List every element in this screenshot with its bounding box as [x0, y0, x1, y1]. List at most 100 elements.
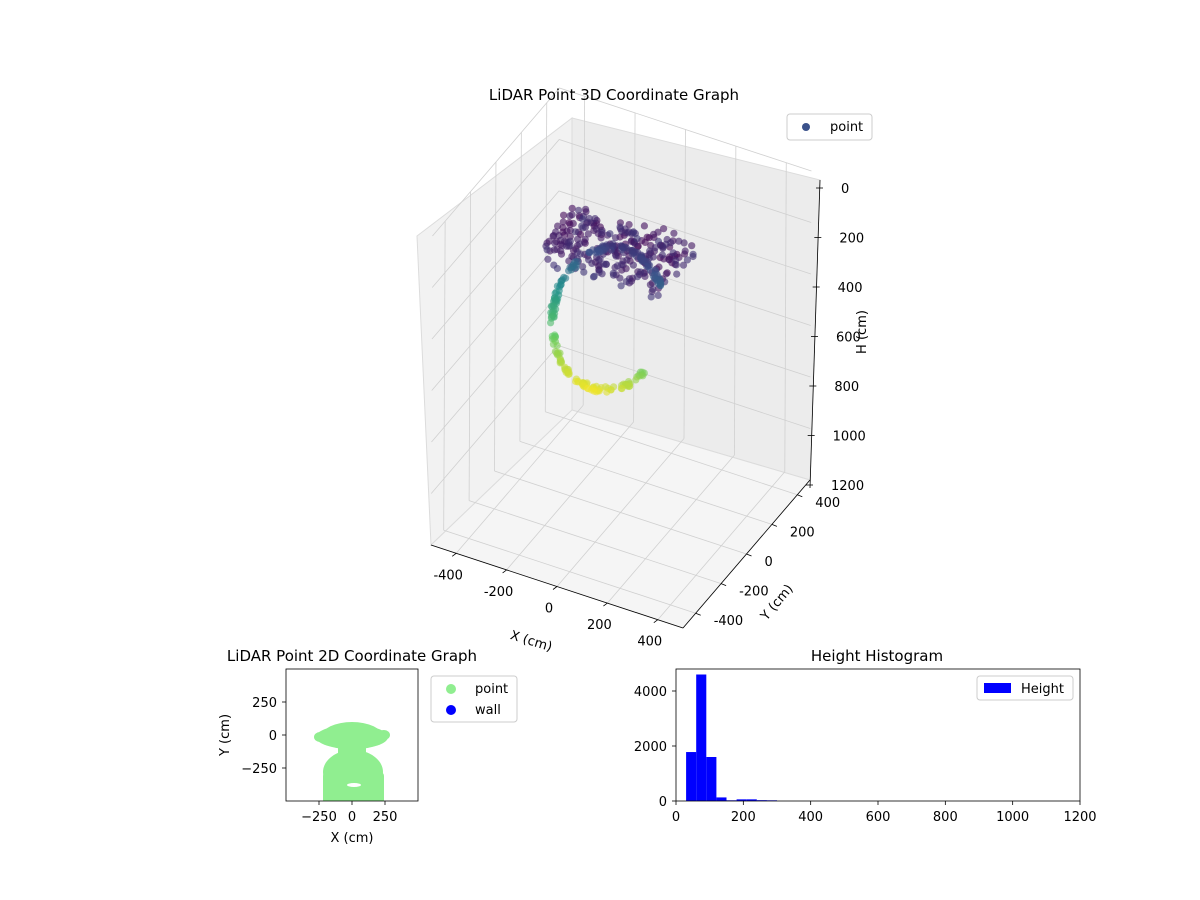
x-tick-label-3d: 200 — [587, 618, 612, 633]
point-3d — [670, 229, 678, 237]
point-3d — [595, 268, 603, 276]
y-tick-3d — [771, 524, 778, 527]
point-3d — [654, 228, 662, 236]
chart-2d-title: LiDAR Point 2D Coordinate Graph — [227, 647, 477, 665]
y-tick-label-2d: −250 — [241, 762, 277, 777]
point-3d — [547, 319, 555, 327]
point-3d — [565, 370, 573, 378]
y-tick-label-3d: 200 — [790, 525, 815, 540]
point-3d — [569, 219, 577, 228]
point-3d — [632, 376, 640, 384]
point-3d — [660, 225, 668, 233]
point-3d — [623, 382, 632, 390]
histogram-x-tick-label: 0 — [672, 810, 680, 825]
legend-point-label: point — [475, 682, 508, 697]
point-3d — [585, 256, 593, 264]
point-3d — [554, 222, 562, 230]
point-3d — [585, 214, 593, 223]
x-tick-label-3d: -400 — [433, 568, 463, 583]
point-3d — [633, 273, 642, 281]
point-3d — [551, 239, 559, 247]
point-3d — [609, 269, 617, 277]
point-3d — [592, 225, 601, 233]
point-3d — [559, 218, 567, 226]
z-tick-label-3d: 1200 — [831, 479, 864, 494]
point-3d — [649, 285, 657, 293]
point-cluster-left — [314, 732, 326, 742]
legend-point-marker — [446, 684, 456, 694]
x-tick-label-2d: 250 — [373, 810, 398, 825]
point-3d — [616, 274, 624, 282]
z-tick-label-3d: 0 — [841, 182, 849, 197]
point-3d — [618, 246, 626, 254]
x-tick-label-2d: −250 — [301, 810, 337, 825]
point-3d — [590, 387, 598, 395]
histogram-y-ticks: 0 2000 4000 — [634, 685, 676, 810]
point-3d — [553, 264, 562, 273]
point-3d — [611, 234, 620, 242]
point-3d — [681, 247, 689, 255]
point-3d — [629, 229, 637, 237]
point-3d — [617, 260, 626, 269]
histogram-y-tick-label: 0 — [659, 795, 667, 810]
histogram-legend-swatch — [984, 683, 1011, 693]
histogram-legend-label: Height — [1021, 682, 1064, 697]
legend-3d-box — [786, 113, 873, 141]
points-2d — [314, 722, 390, 801]
y-tick-label-3d: -400 — [714, 614, 744, 629]
grid-line — [607, 454, 735, 604]
y-tick-3d — [695, 612, 701, 616]
x-axis-label-3d: X (cm) — [508, 628, 554, 655]
point-3d — [675, 237, 683, 245]
grid-line — [657, 471, 786, 620]
point-3d — [590, 272, 598, 280]
z-ticks-3d: 0 200 400 600 800 1000 1200 — [806, 182, 866, 494]
legend-3d-marker — [802, 123, 810, 131]
x-tick-3d — [552, 586, 558, 590]
histogram-bars — [686, 674, 777, 801]
histogram-x-tick-label: 1200 — [1063, 810, 1096, 825]
x-tick-3d — [451, 552, 457, 557]
histogram-bar — [686, 752, 697, 801]
point-3d — [640, 222, 649, 230]
y-ticks-2d: 250 0 −250 — [241, 696, 286, 777]
point-3d — [575, 206, 583, 214]
x-axis-label-2d: X (cm) — [331, 831, 374, 846]
point-gap — [347, 783, 361, 787]
x-ticks-3d: -400 -200 0 200 400 — [433, 552, 662, 650]
x-tick-label-3d: 400 — [637, 635, 662, 650]
x-tick-label-3d: -200 — [484, 585, 514, 600]
z-tick-label-3d: 400 — [838, 281, 863, 296]
point-3d — [623, 256, 631, 264]
histogram-y-tick-label: 2000 — [634, 740, 667, 755]
histogram-x-tick-label: 800 — [933, 810, 958, 825]
y-tick-label-3d: 0 — [765, 555, 773, 570]
point-3d — [556, 359, 564, 367]
point-cluster-cap — [322, 722, 382, 750]
point-3d — [598, 228, 606, 236]
point-3d — [647, 293, 655, 301]
y-axis-label-2d: Y (cm) — [218, 714, 233, 757]
point-3d — [624, 229, 632, 237]
point-3d — [607, 246, 615, 254]
point-3d — [584, 230, 592, 238]
point-3d — [579, 263, 587, 271]
histogram-x-ticks: 0 200 400 600 800 1000 1200 — [672, 801, 1097, 825]
legend-3d-label: point — [830, 120, 863, 135]
point-3d — [611, 251, 620, 259]
point-3d — [617, 282, 625, 290]
z-tick-label-3d: 1000 — [833, 430, 866, 445]
point-3d — [622, 278, 630, 286]
grid-3d — [430, 87, 812, 620]
point-3d — [582, 205, 590, 213]
point-3d — [603, 388, 611, 396]
point-3d — [651, 244, 659, 252]
point-3d — [576, 240, 584, 248]
grid-line — [431, 190, 812, 340]
x-ticks-2d: −250 0 250 — [301, 801, 397, 825]
point-3d — [654, 237, 663, 245]
point-3d — [550, 246, 558, 254]
histogram-legend: Height — [976, 675, 1074, 701]
histogram-x-tick-label: 1000 — [996, 810, 1029, 825]
